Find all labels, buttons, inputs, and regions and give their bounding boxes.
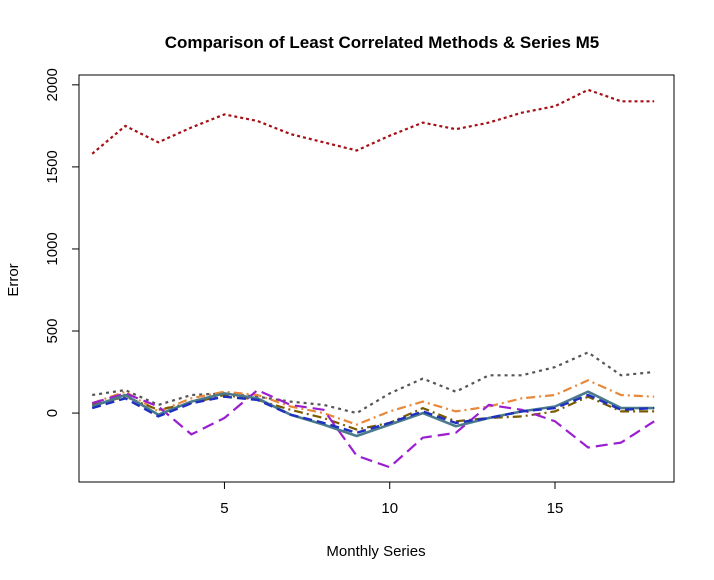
plot-area [78,74,675,483]
series-group [91,88,655,469]
y-tick-label: 2000 [44,68,61,101]
y-tick-label: 500 [44,319,61,344]
series-line-6 [91,390,655,438]
y-axis: 0 500 1000 1500 2000 [44,68,79,417]
chart-title: Comparison of Least Correlated Methods &… [165,33,600,52]
y-axis-label: Error [5,263,22,296]
x-axis: 5 10 15 [220,482,563,517]
x-tick-label: 15 [547,500,564,517]
series-line-3 [91,379,655,426]
x-tick-label: 5 [220,500,228,517]
series-line-5 [91,389,655,469]
x-axis-label: Monthly Series [326,543,425,560]
y-tick-label: 1000 [44,232,61,265]
series-line-1 [91,88,655,155]
x-tick-label: 10 [381,500,398,517]
series-line-2 [92,351,655,415]
series-line-7 [91,393,655,434]
y-tick-label: 0 [44,409,61,417]
y-tick-label: 1500 [44,150,61,183]
